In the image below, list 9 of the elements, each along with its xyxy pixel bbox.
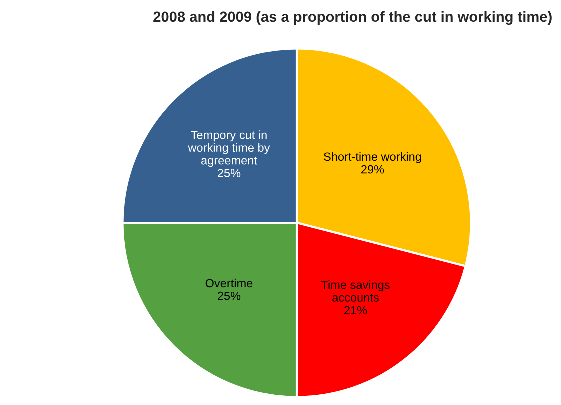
data-label: 29%: [362, 165, 384, 174]
slice-label: Short-time working: [324, 152, 422, 164]
data-label: 25%: [218, 292, 241, 300]
chart-title: 2008 and 2009 (as a proportion of the cut in working time): [154, 11, 552, 26]
slice-label: Tempory cut in working time by agreement: [188, 130, 270, 168]
data-label: 21%: [344, 306, 368, 315]
data-label: 25%: [218, 169, 241, 178]
slice-label: Overtime: [206, 278, 253, 288]
slice-label: Time savings accounts: [321, 280, 390, 302]
